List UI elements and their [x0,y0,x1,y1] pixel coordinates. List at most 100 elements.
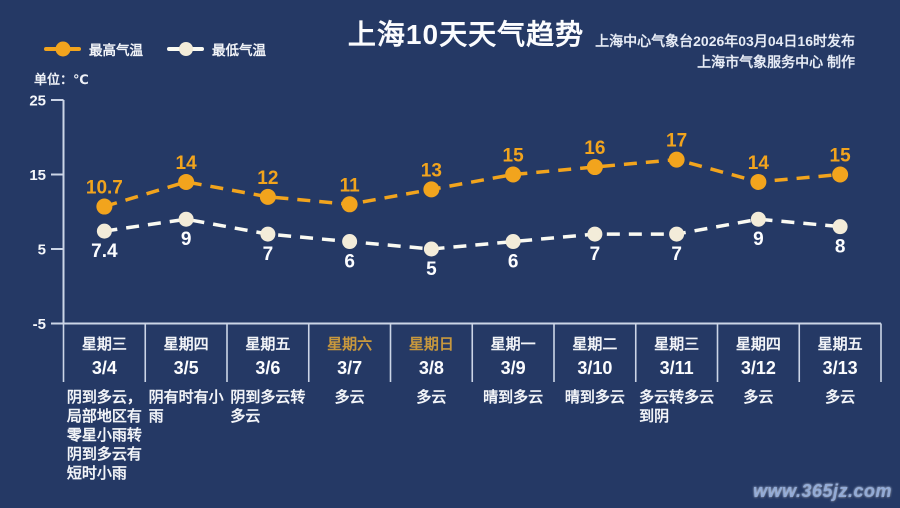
low-temp-value-label: 7 [263,244,274,265]
weather-text: 阴到多云转 多云 [230,389,306,425]
low-temp-point [342,234,358,250]
low-temp-point [423,241,439,257]
weekday-label: 星期三 [654,336,700,353]
watermark: www.365jz.com [753,481,892,501]
y-axis-tick-label: 15 [29,167,46,184]
date-label: 3/9 [500,358,526,378]
weather-text: 阴到多云， 局部地区有 零星小雨转 阴到多云有 短时小雨 [66,389,142,482]
low-temp-value-label: 7 [590,244,601,265]
high-temp-value-label: 17 [666,131,687,152]
high-temp-value-label: 15 [830,146,852,167]
date-label: 3/11 [659,358,694,378]
date-label: 3/6 [255,358,281,378]
high-temp-line-swatch [44,41,81,57]
low-temp-value-label: 9 [181,229,192,250]
low-temp-point [96,223,112,239]
high-temp-point [259,188,276,205]
high-temp-point [505,166,522,183]
high-temp-value-label: 15 [503,146,525,167]
weekday-label: 星期日 [408,336,454,353]
date-label: 3/4 [91,358,117,378]
day-cell: 星期日 3/8 [391,329,473,381]
high-temp-value-label: 14 [748,153,770,174]
day-cell: 星期五 3/6 [227,329,309,381]
unit-label: 单位：℃ [34,72,89,87]
weather-cell: 晴到多云 [472,388,554,407]
publisher-line-1: 上海中心气象台2026年03月04日16时发布 [595,33,855,49]
low-temp-value-label: 8 [835,237,846,258]
legend-item-high-temp: 最高气温 [44,39,143,59]
page-title: 上海10天天气趋势 [347,19,585,50]
day-cell: 星期四 3/12 [718,329,800,381]
publisher-info: 上海中心气象台2026年03月04日16时发布 上海市气象服务中心 制作 [595,31,855,73]
high-temp-value-label: 14 [176,153,198,174]
y-axis-tick-label: 25 [29,93,46,110]
low-temp-value-label: 6 [508,252,519,273]
low-temp-point [832,219,848,235]
y-axis-tick-label: -5 [33,316,46,333]
weather-text: 晴到多云 [483,389,544,406]
low-temp-point [587,226,603,242]
high-temp-point [586,159,603,176]
high-temp-point [96,198,113,215]
weather-text: 晴到多云 [564,389,625,406]
day-cell: 星期六 3/7 [309,329,391,381]
weather-cell: 多云转多云 到阴 [636,388,718,426]
high-temp-point [341,196,358,213]
weather-text: 多云 [416,389,447,406]
weekday-label: 星期四 [735,336,781,353]
high-temp-value-label: 13 [421,160,442,181]
date-label: 3/10 [577,358,613,378]
weekday-label: 星期六 [327,336,373,353]
high-temp-point [668,151,685,168]
legend-label-high: 最高气温 [89,43,143,58]
low-temp-value-label: 5 [426,259,437,280]
high-temp-point [750,173,767,190]
low-temp-point [260,226,276,242]
high-temp-value-label: 10.7 [86,178,123,199]
high-temp-value-label: 12 [257,168,278,189]
day-cell: 星期四 3/5 [145,329,227,381]
weather-text: 多云 [334,389,365,406]
high-temp-value-label: 11 [340,175,361,196]
weekday-label: 星期四 [163,336,209,353]
high-temp-marker-icon [55,41,70,57]
high-temp-value-label: 16 [584,138,605,159]
low-temp-series-line [104,217,841,251]
weekday-label: 星期三 [81,336,127,353]
low-temp-line-swatch [167,42,204,56]
weather-cell: 阴有时有小 雨 [145,388,227,426]
day-cell: 星期五 3/13 [799,329,881,381]
weekday-label: 星期一 [490,336,536,353]
high-temp-point [423,181,440,198]
legend-item-low-temp: 最低气温 [167,39,266,59]
low-temp-point [178,211,194,227]
weekday-label: 星期二 [572,336,618,353]
weather-cell: 多云 [718,388,800,407]
low-temp-value-label: 9 [753,229,764,250]
low-temp-point [505,234,521,250]
date-label: 3/5 [173,358,199,378]
weather-text: 阴有时有小 雨 [148,389,224,425]
high-temp-point [178,173,195,190]
publisher-line-2: 上海市气象服务中心 制作 [697,54,855,70]
low-temp-value-label: 7 [671,244,682,265]
date-label: 3/12 [740,358,776,378]
low-temp-point [669,226,685,242]
high-temp-series-line [103,157,841,209]
weather-cell: 多云 [309,388,391,407]
weather-cell: 多云 [799,388,881,407]
low-temp-point [750,211,766,227]
weather-text: 多云转多云 到阴 [639,389,715,425]
weather-cell: 阴到多云， 局部地区有 零星小雨转 阴到多云有 短时小雨 [64,388,146,483]
high-temp-point [832,166,849,183]
weather-cell: 晴到多云 [554,388,636,407]
weather-cell: 多云 [391,388,473,407]
day-cell: 星期一 3/9 [472,329,554,381]
weekday-label: 星期五 [817,336,863,353]
weather-cell: 阴到多云转 多云 [227,388,309,426]
low-temp-value-label: 7.4 [91,241,118,262]
chart-legend: 最高气温 最低气温 [44,39,266,59]
